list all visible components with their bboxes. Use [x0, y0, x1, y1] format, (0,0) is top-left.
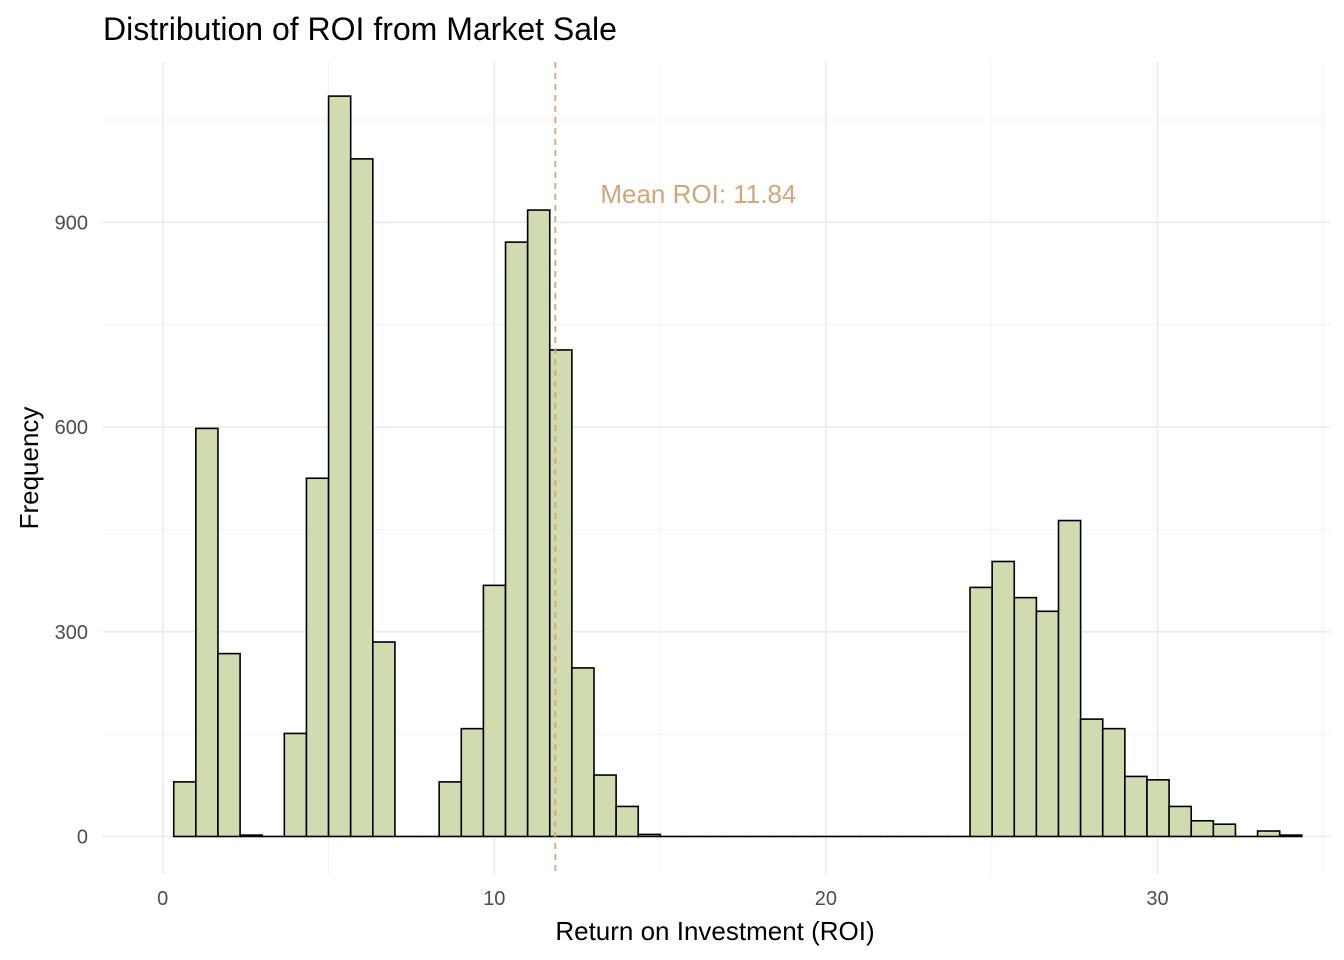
histogram-bar	[1035, 610, 1060, 838]
y-axis-ticks: 0 300 600 900	[55, 212, 88, 848]
chart-title: Distribution of ROI from Market Sale	[103, 11, 617, 47]
histogram-bar	[1256, 830, 1281, 838]
histogram-bar	[637, 833, 662, 838]
histogram-bar	[239, 834, 264, 838]
histogram-bar	[349, 158, 374, 838]
histogram-bar	[1079, 718, 1104, 838]
histogram-bar	[504, 241, 529, 838]
histogram-bar	[1168, 805, 1193, 838]
histogram-bar	[482, 584, 507, 838]
histogram-bar	[548, 349, 573, 838]
histogram-bar	[1146, 779, 1170, 838]
mean-label: Mean ROI: 11.84	[600, 179, 796, 209]
x-tick-label: 0	[157, 888, 168, 910]
y-tick-label: 600	[55, 417, 88, 439]
histogram-bar	[969, 586, 993, 838]
histogram-bar	[1212, 823, 1237, 838]
x-tick-label: 30	[1146, 888, 1168, 910]
x-tick-label: 20	[815, 888, 837, 910]
histogram-bar	[172, 781, 197, 838]
y-tick-label: 900	[55, 212, 88, 234]
histogram-bar	[593, 774, 617, 838]
histogram-bar	[438, 781, 463, 838]
histogram-bar	[526, 209, 551, 838]
histogram-bar	[1278, 834, 1303, 838]
histogram-bar	[327, 95, 352, 838]
histogram-bar	[305, 477, 330, 838]
histogram-bar	[1190, 819, 1215, 838]
histogram-bar	[217, 652, 241, 838]
y-tick-label: 300	[55, 622, 88, 644]
histogram-bar	[571, 667, 595, 838]
bars	[172, 95, 1303, 838]
y-tick-label: 0	[77, 826, 88, 848]
histogram-bar	[1101, 727, 1126, 838]
histogram-bar	[1057, 519, 1082, 838]
mean-marker: Mean ROI: 11.84	[554, 62, 796, 874]
x-tick-label: 10	[483, 888, 505, 910]
x-axis-ticks: 0 10 20 30	[157, 888, 1169, 910]
histogram-bar	[372, 641, 396, 838]
histogram-bar	[991, 560, 1016, 838]
x-axis-title: Return on Investment (ROI)	[555, 916, 874, 946]
histogram-bar	[1013, 596, 1038, 838]
histogram-bar	[460, 727, 485, 838]
histogram-bar	[615, 805, 640, 838]
histogram-bar	[1124, 775, 1148, 838]
histogram-bar	[283, 732, 308, 838]
y-axis-title: Frequency	[14, 407, 44, 530]
histogram-bar	[195, 427, 219, 838]
